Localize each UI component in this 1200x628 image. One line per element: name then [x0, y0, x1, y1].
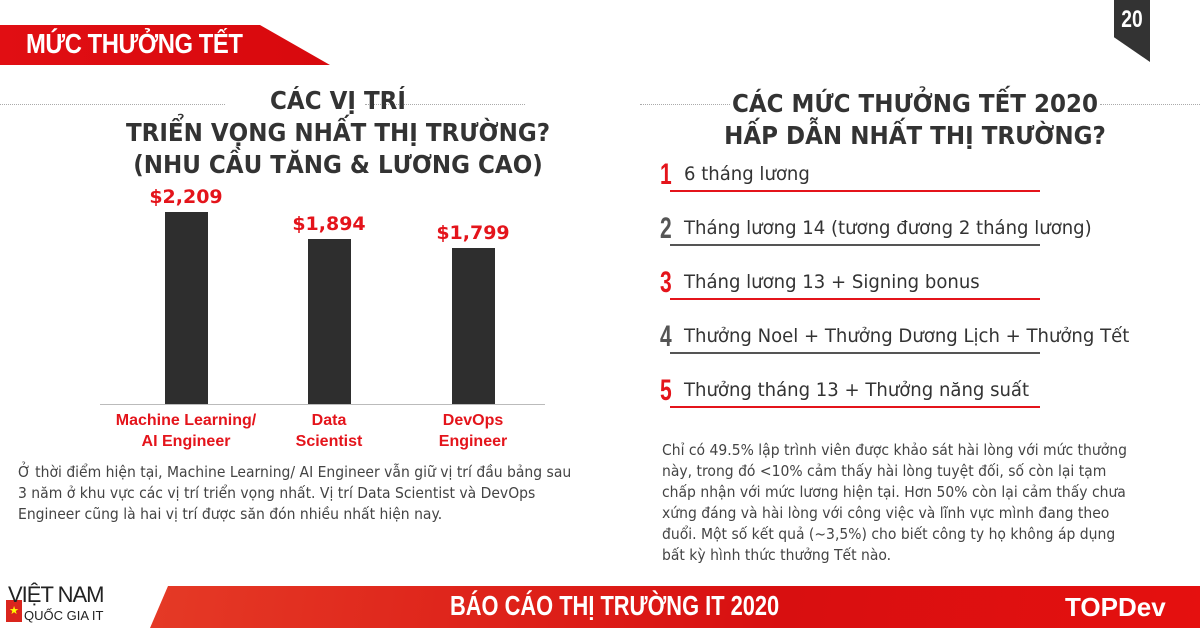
logo-line2: QUỐC GIA IT — [24, 608, 104, 623]
category-line: AI Engineer — [141, 433, 231, 450]
bonus-item: 4 Thưởng Noel + Thưởng Dương Lịch + Thưởn… — [660, 314, 1140, 354]
divider — [1100, 104, 1200, 105]
value-label: $1,894 — [292, 213, 366, 236]
category-label: DevOps Engineer — [393, 410, 553, 452]
rank-number: 4 — [660, 320, 672, 353]
bonus-text: Tháng lương 14 (tương đương 2 tháng lươn… — [684, 217, 1092, 239]
underline — [670, 190, 1040, 192]
page-number-badge: 20 — [1114, 0, 1150, 62]
footer-bar — [150, 586, 1200, 628]
divider — [0, 104, 225, 105]
category-line: Engineer — [438, 433, 508, 450]
category-line: Machine Learning/ — [115, 412, 257, 429]
category-line: Data — [311, 412, 347, 429]
right-title: CÁC MỨC THƯỞNG TẾT 2020 HẤP DẪN NHẤT THỊ… — [708, 88, 1122, 152]
chart-baseline — [100, 404, 545, 405]
title-line: TRIỂN VỌNG NHẤT THỊ TRƯỜNG? — [125, 118, 551, 147]
bonus-text: Thưởng tháng 13 + Thưởng năng suất — [684, 379, 1030, 401]
rank-number: 5 — [660, 374, 672, 407]
rank-number: 3 — [660, 266, 672, 299]
title-line: CÁC MỨC THƯỞNG TẾT 2020 — [731, 89, 1099, 118]
underline — [670, 352, 1040, 354]
title-line: CÁC VỊ TRÍ — [270, 86, 406, 115]
underline — [670, 406, 1040, 408]
value-label: $2,209 — [149, 186, 223, 208]
divider — [640, 104, 730, 105]
left-paragraph: Ở thời điểm hiện tại, Machine Learning/ … — [18, 463, 572, 523]
title-line: (NHU CẦU TĂNG & LƯƠNG CAO) — [133, 150, 543, 179]
page-number: 20 — [1121, 6, 1143, 33]
section-title: MỨC THƯỞNG TẾT — [26, 28, 243, 59]
footer: ★ VIỆT NAM QUỐC GIA IT BÁO CÁO THỊ TRƯỜN… — [0, 582, 1200, 628]
bar — [308, 239, 351, 404]
section-banner: MỨC THƯỞNG TẾT — [0, 25, 330, 65]
bonus-text: Tháng lương 13 + Signing bonus — [684, 271, 980, 293]
category-line: DevOps — [442, 412, 504, 429]
bar — [165, 212, 208, 404]
bonus-text: 6 tháng lương — [684, 163, 810, 185]
topdev-logo: TOPDev — [1065, 592, 1166, 622]
right-paragraph: Chỉ có 49.5% lập trình viên được khảo sá… — [662, 441, 1127, 564]
bonus-item: 2 Tháng lương 14 (tương đương 2 tháng lươ… — [660, 206, 1140, 246]
bonus-text: Thưởng Noel + Thưởng Dương Lịch + Thưởng… — [684, 325, 1130, 347]
rank-number: 2 — [660, 212, 672, 245]
value-label: $1,799 — [436, 221, 510, 244]
underline — [670, 244, 1040, 246]
category-line: Scientist — [295, 433, 363, 450]
bonus-item: 5 Thưởng tháng 13 + Thưởng năng suất — [660, 368, 1140, 408]
left-title: CÁC VỊ TRÍ TRIỂN VỌNG NHẤT THỊ TRƯỜNG? (… — [108, 85, 568, 181]
category-label: Data Scientist — [249, 410, 409, 452]
category-label: Machine Learning/AI Engineer — [106, 410, 266, 452]
footer-title: BÁO CÁO THỊ TRƯỜNG IT 2020 — [450, 590, 780, 621]
underline — [670, 298, 1040, 300]
bar — [452, 247, 495, 404]
star-icon: ★ — [6, 600, 22, 622]
bonus-item: 1 6 tháng lương — [660, 152, 1140, 192]
divider — [365, 104, 525, 105]
title-line: HẤP DẪN NHẤT THỊ TRƯỜNG? — [724, 121, 1106, 150]
bonus-item: 3 Tháng lương 13 + Signing bonus — [660, 260, 1140, 300]
logo-line1: VIỆT NAM — [8, 582, 105, 607]
rank-number: 1 — [660, 158, 672, 191]
